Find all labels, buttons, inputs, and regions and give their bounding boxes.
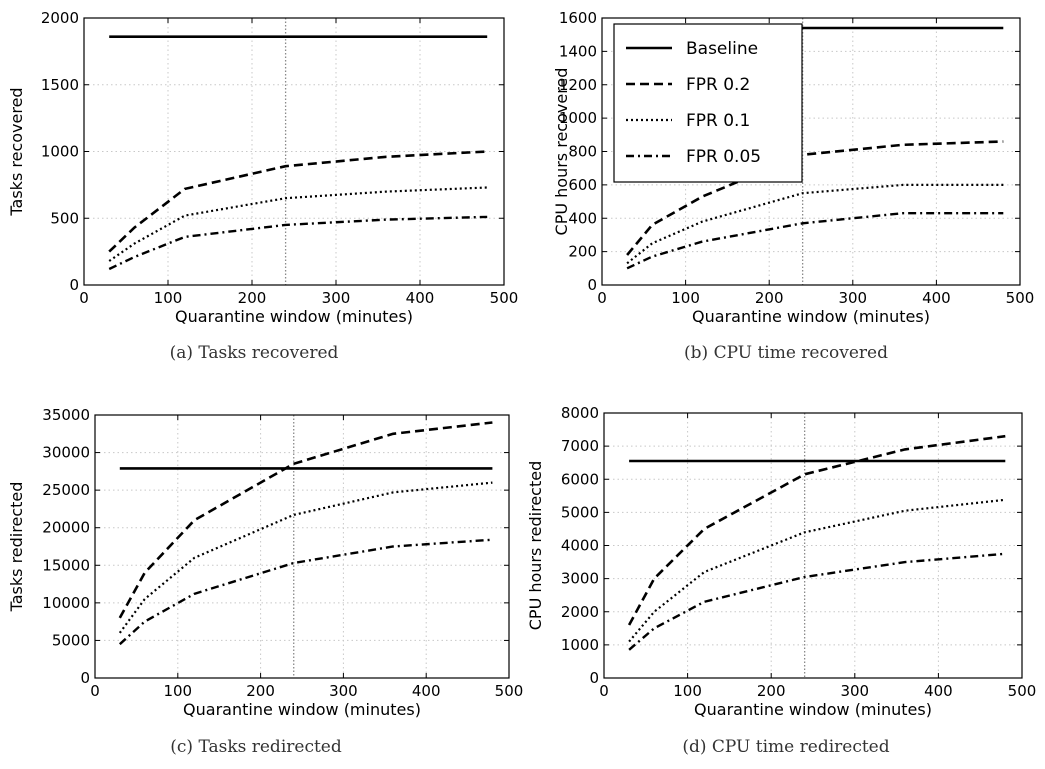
x-tick-label: 0 (597, 289, 607, 307)
x-tick-label: 100 (163, 682, 192, 700)
y-tick-label: 1000 (559, 109, 597, 127)
chart-panel-1: 0 100 200 300 400 500 0 500 1000 1500 2000 Quaranti… (7, 9, 518, 363)
y-tick-label: 1500 (41, 76, 79, 94)
plot-frame (94, 414, 510, 679)
y-tick-label: 1000 (41, 143, 79, 161)
x-axis-label: Quarantine window (minutes) (692, 307, 930, 326)
plot-frame (83, 17, 505, 286)
y-tick-label: 400 (568, 209, 597, 227)
series-line-fpr-0-1 (118, 481, 493, 634)
x-tick-label: 400 (924, 682, 953, 700)
y-tick-label: 5000 (561, 503, 599, 521)
plot-frame (601, 17, 1021, 286)
x-tick-label: 300 (840, 682, 869, 700)
y-axis-label: Tasks redirected (7, 482, 26, 613)
chart-panel-3: 0 100 200 300 400 500050001000015000200002500… (7, 406, 523, 757)
y-tick-label: 15000 (42, 556, 90, 574)
series-line-fpr-0-2 (108, 150, 488, 253)
plot-frame (603, 412, 1023, 679)
y-axis-label: CPU hours redirected (526, 461, 545, 631)
x-tick-label: 300 (329, 682, 358, 700)
x-tick-label: 300 (322, 289, 351, 307)
x-tick-label: 0 (599, 682, 609, 700)
chart-caption: (d) CPU time redirected (682, 737, 889, 757)
x-tick-label: 400 (406, 289, 435, 307)
chart-panel-4: 0 100 200 300 400 500010002000300040005000600… (526, 404, 1036, 757)
chart-caption: (a) Tasks recovered (170, 343, 339, 363)
y-tick-label: 1200 (559, 76, 597, 94)
x-tick-label: 0 (79, 289, 89, 307)
y-tick-label: 0 (80, 669, 90, 687)
y-tick-label: 10000 (42, 594, 90, 612)
x-tick-label: 100 (673, 682, 702, 700)
y-tick-label: 0 (69, 276, 79, 294)
y-tick-label: 35000 (42, 406, 90, 424)
x-tick-label: 500 (1008, 682, 1037, 700)
series-line-fpr-0-2 (627, 434, 1006, 626)
legend-label-fpr-0-05: FPR 0.05 (686, 147, 761, 167)
y-tick-label: 500 (50, 209, 79, 227)
series-line-fpr-0-1 (626, 183, 1004, 265)
y-tick-label: 2000 (561, 603, 599, 621)
legend: Baseline FPR 0.2 FPR 0.1 FPR 0.05 (613, 23, 803, 183)
x-tick-label: 400 (412, 682, 441, 700)
y-tick-label: 600 (568, 176, 597, 194)
series-line-fpr-0-05 (626, 211, 1004, 270)
series-line-fpr-0-2 (118, 421, 493, 619)
y-tick-label: 1400 (559, 42, 597, 60)
y-tick-label: 7000 (561, 437, 599, 455)
x-tick-label: 100 (671, 289, 700, 307)
x-tick-label: 300 (838, 289, 867, 307)
legend-label-fpr-0-1: FPR 0.1 (686, 111, 750, 131)
x-axis-label: Quarantine window (minutes) (694, 700, 932, 719)
y-axis-label: Tasks recovered (7, 87, 26, 216)
y-tick-label: 6000 (561, 470, 599, 488)
x-tick-label: 200 (757, 682, 786, 700)
chart-caption: (c) Tasks redirected (170, 737, 342, 757)
series-line-fpr-0-05 (108, 215, 488, 271)
y-tick-label: 3000 (561, 570, 599, 588)
x-tick-label: 400 (922, 289, 951, 307)
y-tick-label: 8000 (561, 404, 599, 422)
y-tick-label: 0 (587, 276, 597, 294)
y-tick-label: 0 (589, 669, 599, 687)
x-tick-label: 500 (1006, 289, 1035, 307)
y-axis-label: CPU hours recovered (552, 68, 571, 236)
y-tick-label: 2000 (41, 9, 79, 27)
chart-caption: (b) CPU time recovered (684, 343, 888, 363)
series-line-fpr-0-05 (628, 552, 1006, 651)
x-tick-label: 200 (755, 289, 784, 307)
series-line-fpr-0-1 (628, 498, 1006, 643)
y-tick-label: 5000 (52, 631, 90, 649)
legend-label-baseline: Baseline (686, 39, 758, 59)
y-tick-label: 200 (568, 243, 597, 261)
series-line-fpr-0-05 (118, 538, 493, 646)
y-tick-label: 1600 (559, 9, 597, 27)
x-tick-label: 100 (154, 289, 183, 307)
x-axis-label: Quarantine window (minutes) (175, 307, 413, 326)
x-tick-label: 200 (246, 682, 275, 700)
series-line-fpr-0-1 (108, 186, 488, 262)
series-line-fpr-0-2 (626, 140, 1004, 256)
y-tick-label: 30000 (42, 444, 90, 462)
y-tick-label: 1000 (561, 636, 599, 654)
y-tick-label: 4000 (561, 537, 599, 555)
x-tick-label: 0 (90, 682, 100, 700)
legend-label-fpr-0-2: FPR 0.2 (686, 75, 750, 95)
x-axis-label: Quarantine window (minutes) (183, 700, 421, 719)
y-tick-label: 800 (568, 143, 597, 161)
y-tick-label: 25000 (42, 481, 90, 499)
x-tick-label: 500 (495, 682, 524, 700)
x-tick-label: 500 (490, 289, 519, 307)
chart-panel-2: 0 100 200 300 400 500 0 200 400 600 800 1000 1200 140… (552, 9, 1034, 363)
x-tick-label: 200 (238, 289, 267, 307)
y-tick-label: 20000 (42, 519, 90, 537)
